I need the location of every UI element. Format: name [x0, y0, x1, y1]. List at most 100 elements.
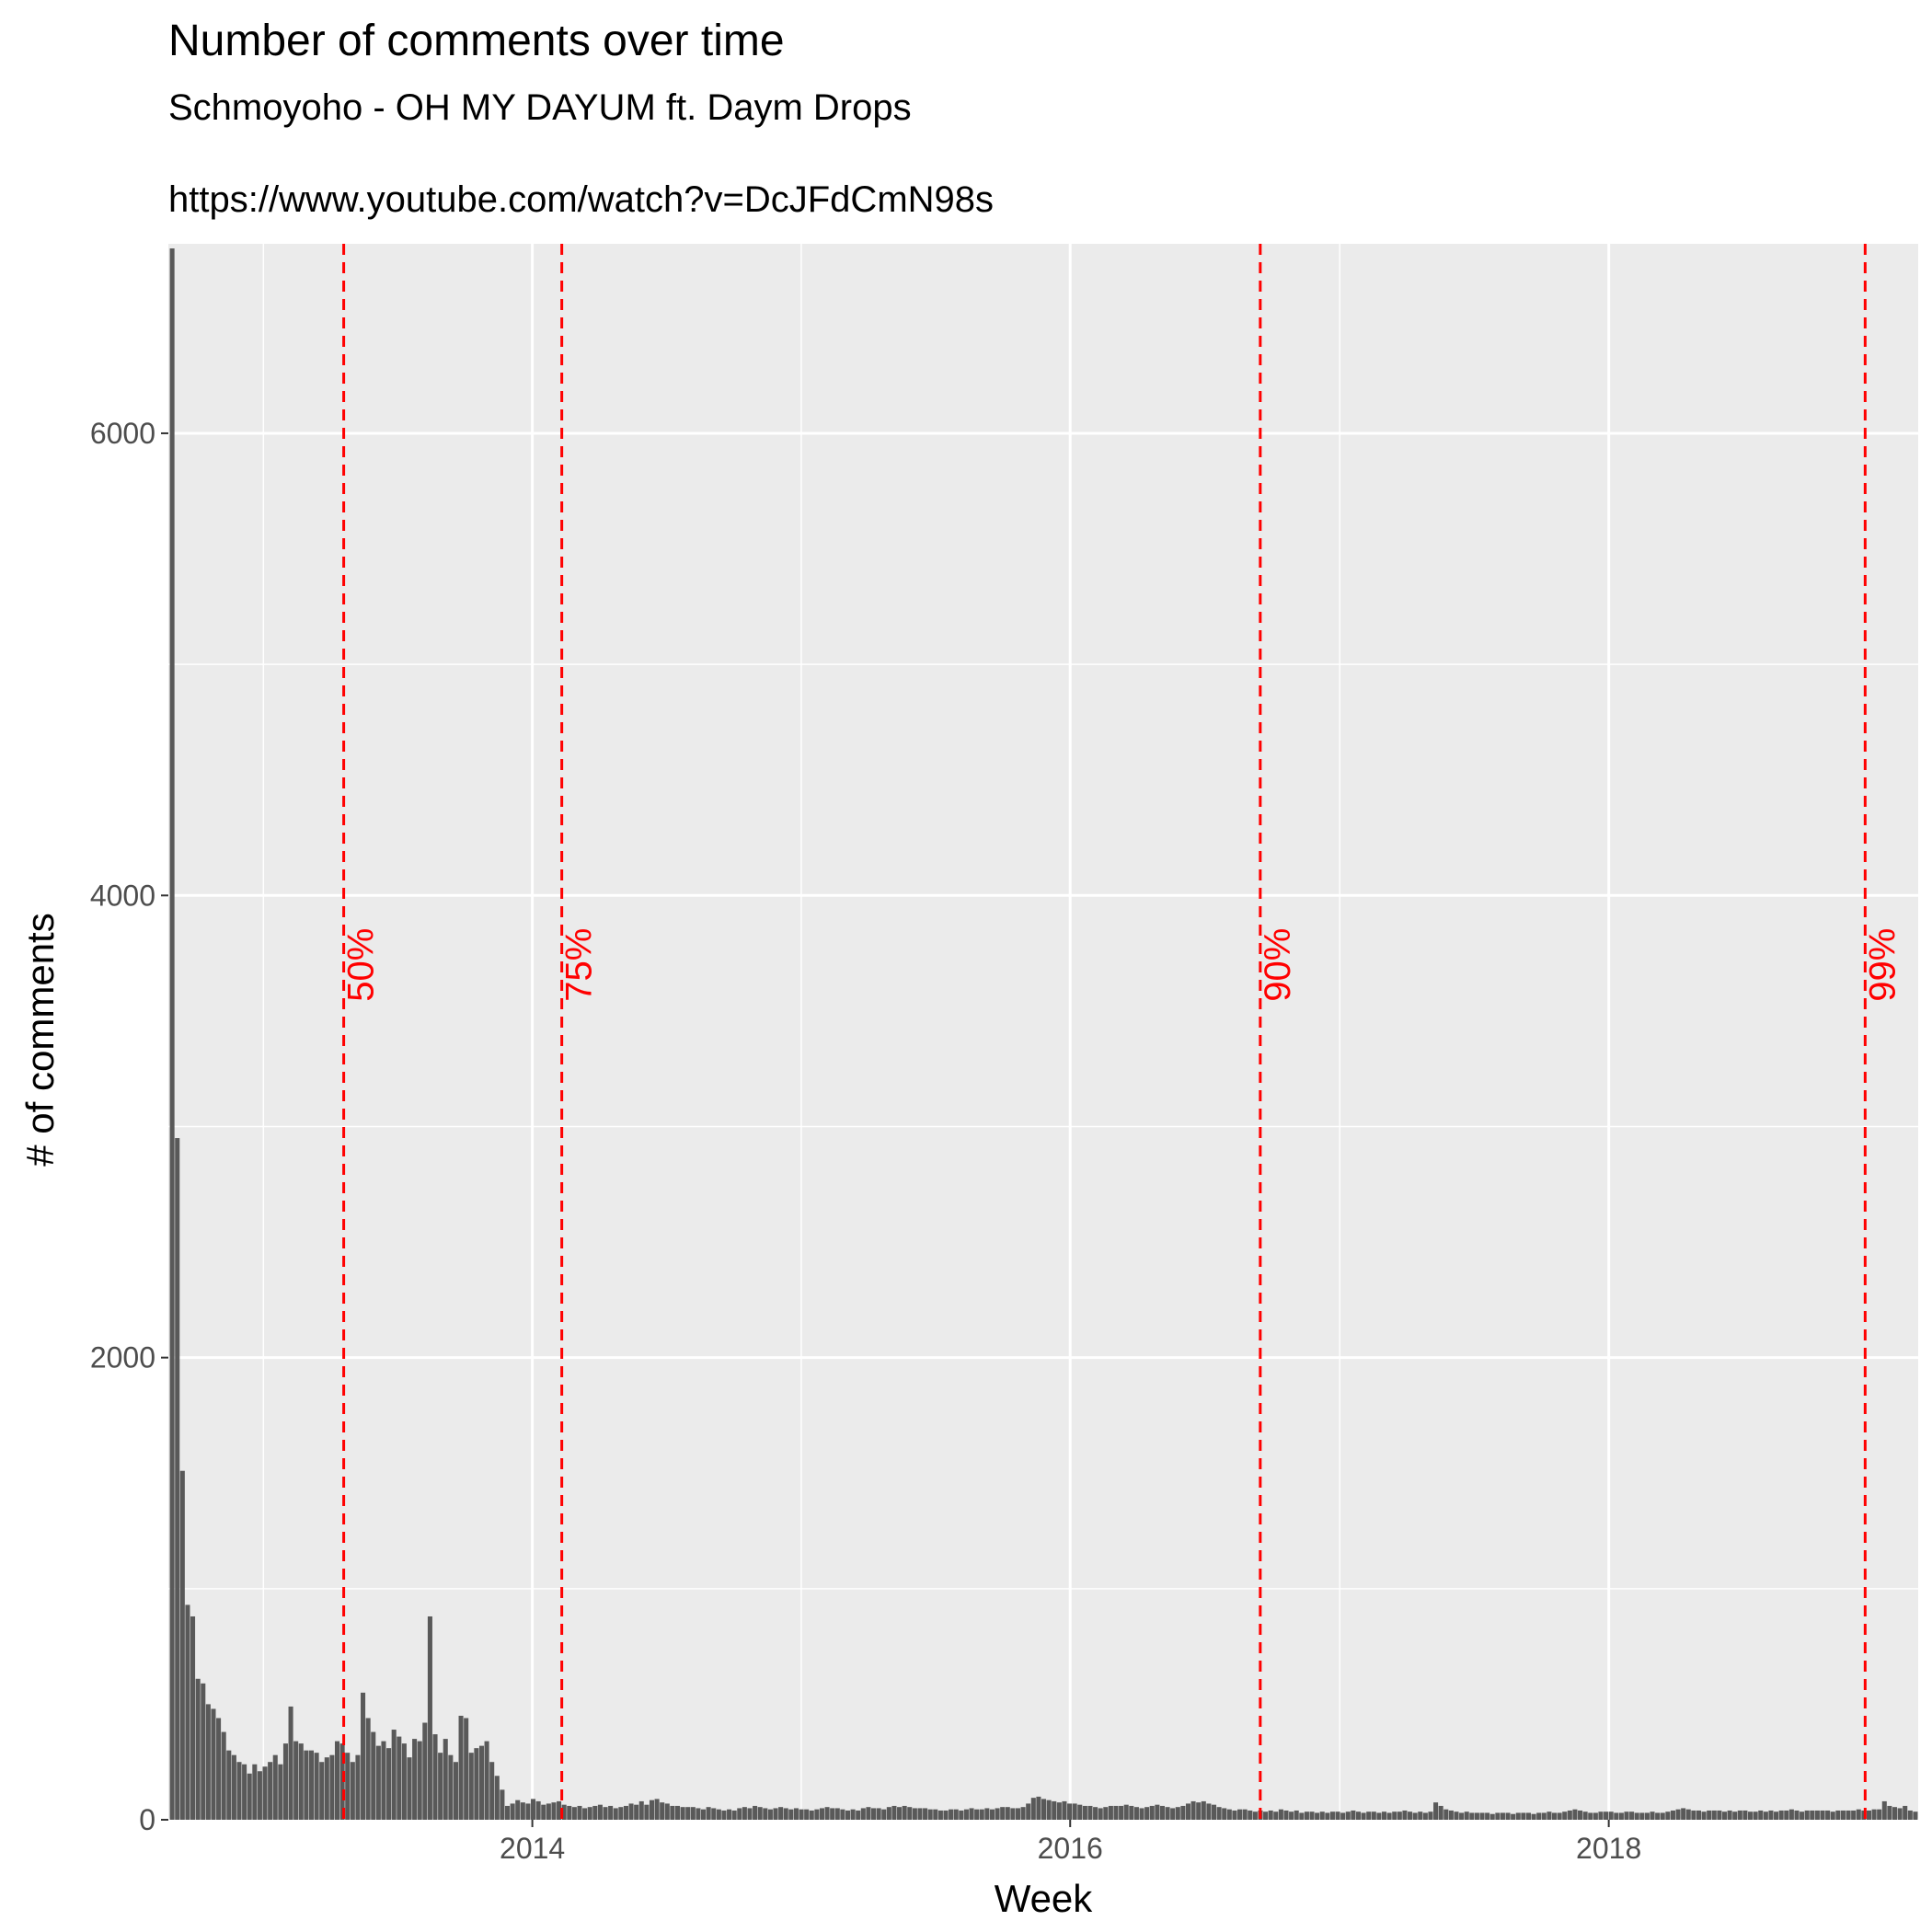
bar — [1448, 1810, 1454, 1820]
bar — [386, 1748, 392, 1820]
bar — [1840, 1810, 1846, 1820]
bar — [824, 1807, 830, 1820]
bar — [1072, 1803, 1077, 1820]
bar — [690, 1807, 696, 1820]
bar — [1237, 1809, 1243, 1820]
bar — [561, 1804, 567, 1820]
bar — [696, 1808, 701, 1820]
bar — [361, 1692, 366, 1820]
bar — [1366, 1811, 1372, 1820]
x-tick-label: 2014 — [500, 1832, 565, 1865]
bar — [1113, 1805, 1119, 1820]
bar — [1660, 1812, 1665, 1820]
bar — [1732, 1811, 1738, 1820]
bar — [175, 1138, 180, 1820]
bar — [773, 1808, 778, 1820]
bar — [737, 1808, 742, 1820]
bar — [742, 1807, 747, 1820]
bar — [1489, 1813, 1495, 1820]
bar — [1340, 1812, 1346, 1820]
bar — [767, 1809, 773, 1820]
bar — [1479, 1812, 1485, 1820]
bar — [1077, 1804, 1083, 1820]
bar — [1913, 1811, 1918, 1820]
bar — [1454, 1811, 1459, 1820]
bar — [1511, 1813, 1516, 1820]
bar — [1737, 1810, 1742, 1820]
bar — [1655, 1812, 1661, 1820]
bar — [1469, 1812, 1475, 1820]
bar — [871, 1808, 877, 1820]
bar — [1175, 1807, 1180, 1820]
bar — [860, 1808, 866, 1820]
bar — [1572, 1809, 1578, 1820]
bar — [1309, 1811, 1315, 1820]
plot-panel — [168, 244, 1918, 1820]
bar — [984, 1808, 990, 1820]
bar — [1567, 1810, 1572, 1820]
bar — [334, 1741, 340, 1820]
bar — [1871, 1809, 1877, 1820]
bar — [1289, 1811, 1294, 1820]
bar — [1299, 1812, 1305, 1820]
bar — [236, 1762, 242, 1820]
bar — [1397, 1811, 1402, 1820]
bar — [381, 1741, 386, 1820]
bar — [1062, 1800, 1067, 1820]
bar — [628, 1803, 634, 1820]
bar — [1721, 1811, 1728, 1820]
bar — [917, 1808, 923, 1820]
bar — [1707, 1810, 1712, 1820]
bar — [1428, 1811, 1433, 1820]
bar — [417, 1741, 422, 1820]
bar — [1525, 1812, 1531, 1820]
bar — [1604, 1811, 1609, 1820]
bar — [1041, 1799, 1047, 1820]
bar — [1634, 1812, 1639, 1820]
bar — [1381, 1811, 1387, 1820]
bar — [866, 1807, 871, 1820]
bar — [1505, 1812, 1511, 1820]
bar — [1252, 1811, 1258, 1820]
bar — [1263, 1811, 1269, 1820]
bar — [468, 1753, 474, 1820]
bar — [1242, 1809, 1248, 1820]
bar — [1376, 1812, 1382, 1820]
bar — [953, 1809, 959, 1820]
bar — [205, 1704, 211, 1820]
bar — [1877, 1809, 1882, 1820]
x-axis: 2014 2016 2018 — [500, 1820, 1641, 1865]
bar — [329, 1754, 335, 1820]
bar — [613, 1808, 618, 1820]
bar — [881, 1809, 887, 1820]
bar — [1608, 1811, 1614, 1820]
bar — [1551, 1812, 1558, 1820]
bar — [1881, 1800, 1887, 1820]
bar — [1206, 1803, 1212, 1820]
bar — [448, 1754, 454, 1820]
bar — [190, 1616, 196, 1820]
bar — [319, 1762, 325, 1820]
bar — [618, 1807, 624, 1820]
bar — [1856, 1809, 1861, 1820]
bar — [1748, 1811, 1754, 1820]
bar — [933, 1809, 938, 1820]
bar — [850, 1809, 856, 1820]
bar — [674, 1805, 681, 1820]
y-axis: 0 2000 4000 6000 — [90, 417, 168, 1836]
bar — [1624, 1811, 1629, 1820]
bar — [634, 1804, 639, 1820]
bar — [474, 1748, 479, 1820]
bar — [1015, 1808, 1021, 1820]
bar — [195, 1678, 201, 1820]
bar — [298, 1743, 304, 1820]
bar — [1402, 1810, 1408, 1820]
bar — [216, 1718, 222, 1820]
bar — [1727, 1810, 1732, 1820]
bar — [974, 1809, 980, 1820]
bar — [1170, 1808, 1176, 1820]
bar — [1268, 1810, 1273, 1820]
bar — [1005, 1807, 1010, 1820]
bar — [731, 1810, 737, 1820]
bars — [169, 248, 1918, 1820]
